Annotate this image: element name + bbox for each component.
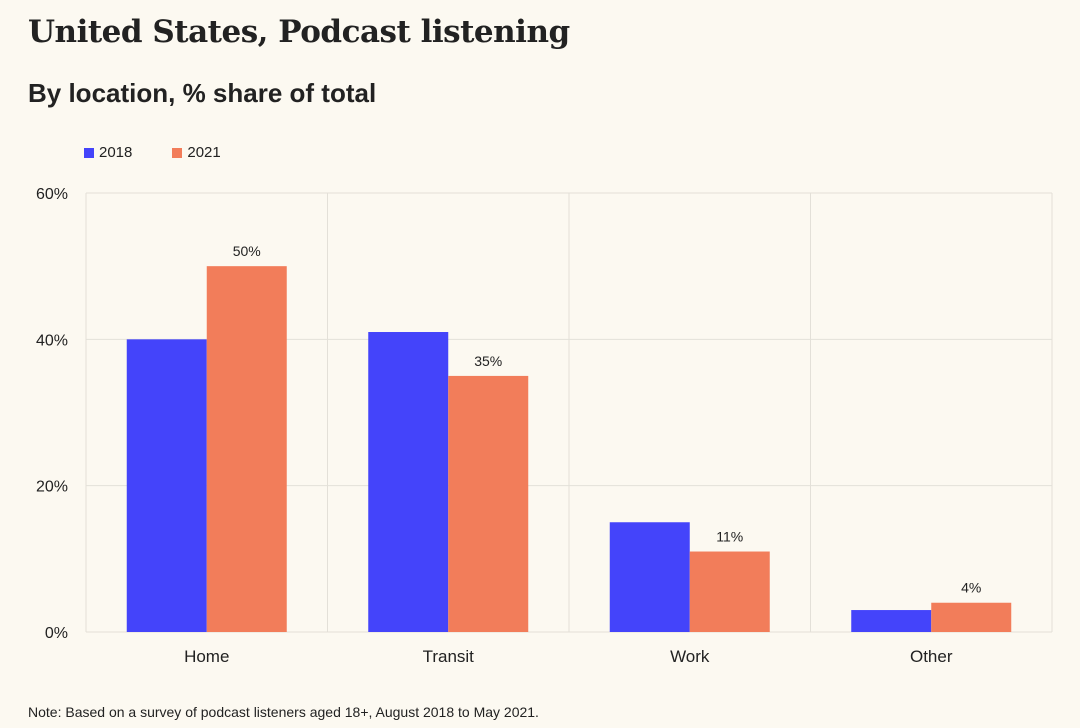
bar-chart: 0% 20% 40% 60% 50% 35% 11% 4% Home Transit Work O… xyxy=(36,186,1053,666)
legend-swatch-2018 xyxy=(84,147,94,158)
bar-2021-transit xyxy=(448,375,529,632)
y-tick-label: 60% xyxy=(36,186,68,203)
legend-item-2018: 2018 xyxy=(84,144,132,161)
x-axis-ticks: Home Transit Work Other xyxy=(184,647,953,666)
data-labels: 50% 35% 11% 4% xyxy=(233,243,982,596)
bar-2021-other xyxy=(931,602,1012,632)
bar-2021-home xyxy=(206,266,287,632)
chart-title: United States, Podcast listening xyxy=(28,14,570,50)
data-label: 35% xyxy=(474,353,502,369)
legend-label-2018: 2018 xyxy=(99,144,133,161)
x-tick-label: Work xyxy=(670,647,710,666)
y-tick-label: 40% xyxy=(36,332,68,349)
footnote: Note: Based on a survey of podcast liste… xyxy=(28,704,539,720)
legend: 2018 2021 xyxy=(84,144,221,161)
legend-item-2021: 2021 xyxy=(172,144,221,161)
data-label: 11% xyxy=(716,529,743,545)
bar-2018-work xyxy=(609,522,690,632)
legend-swatch-2021 xyxy=(172,147,183,158)
y-tick-label: 0% xyxy=(45,625,68,642)
data-label: 50% xyxy=(233,243,261,259)
x-tick-label: Home xyxy=(184,647,229,666)
bar-2021-work xyxy=(689,551,770,632)
y-axis-ticks: 0% 20% 40% 60% xyxy=(36,186,68,642)
x-tick-label: Transit xyxy=(423,647,475,666)
y-tick-label: 20% xyxy=(36,479,68,496)
x-tick-label: Other xyxy=(910,647,953,666)
data-label: 4% xyxy=(961,580,981,596)
bars xyxy=(126,266,1012,632)
bar-2018-home xyxy=(126,339,207,632)
bar-2018-transit xyxy=(368,332,449,632)
bar-2018-other xyxy=(851,610,932,632)
chart-subtitle: By location, % share of total xyxy=(28,78,377,108)
legend-label-2021: 2021 xyxy=(187,144,221,161)
